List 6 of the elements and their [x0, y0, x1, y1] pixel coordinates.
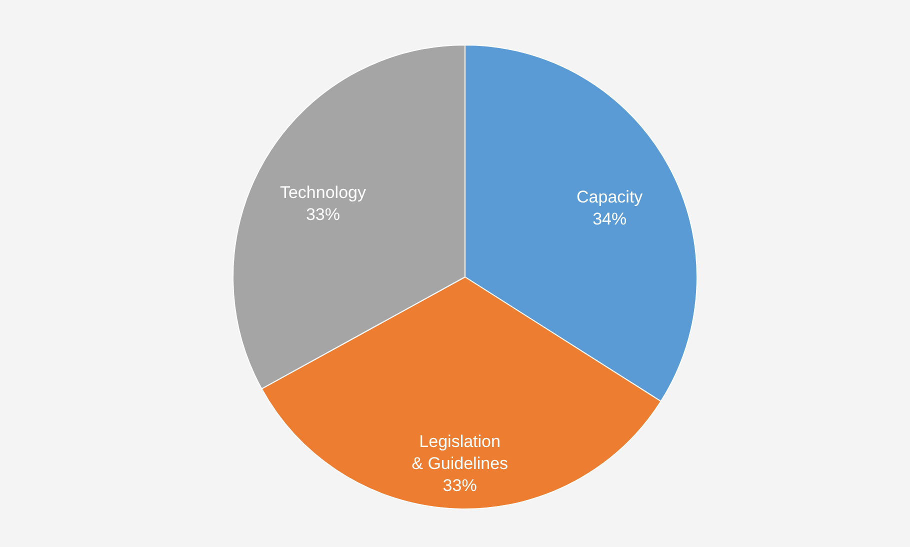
data-label: 33% — [442, 476, 477, 495]
slice-label: Legislation & Guidelines — [412, 432, 508, 473]
data-label: 33% — [306, 205, 340, 224]
slice-label: Capacity — [576, 188, 644, 207]
data-label: 34% — [592, 210, 627, 229]
slice-label: Technology — [280, 183, 366, 202]
